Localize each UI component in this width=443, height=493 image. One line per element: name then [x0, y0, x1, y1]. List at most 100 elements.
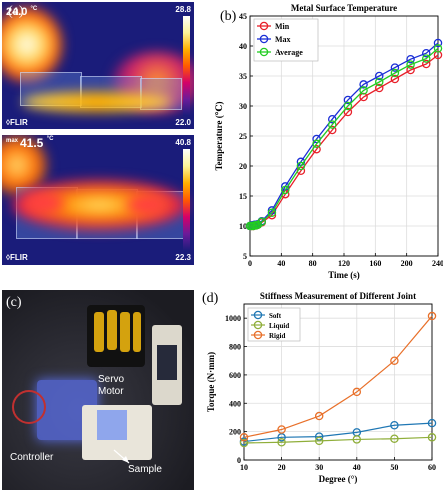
legend-entry-rigid: Rigid	[269, 332, 285, 340]
data-point-min	[343, 107, 353, 117]
thermal-top-scale-max: 28.8	[175, 5, 191, 14]
panel-label-b: (b)	[220, 9, 237, 24]
x-tick-label: 60	[428, 463, 436, 472]
data-point-average	[421, 54, 431, 63]
data-point-max	[327, 114, 337, 124]
y-tick-label: 400	[229, 399, 241, 408]
thermal-bottom-unit: °C	[46, 136, 54, 142]
thermal-top-scale-min: 22.0	[175, 118, 191, 127]
series-line-soft	[243, 422, 433, 443]
thermal-bottom-max-prefix: max	[6, 138, 19, 144]
data-point-average	[433, 44, 443, 53]
thermal-bottom-temp: 41.5	[20, 136, 44, 150]
legend-entry-max: Max	[275, 35, 291, 44]
series-line-rigid	[243, 315, 433, 438]
servo-motor-label: Servo Motor	[98, 374, 125, 397]
data-point-max	[421, 48, 431, 58]
flir-logo-top: ◊FLIR	[6, 118, 28, 127]
x-tick-label: 240	[432, 259, 443, 268]
x-tick-label: 50	[390, 463, 398, 472]
chart-title: Metal Surface Temperature	[291, 3, 397, 13]
x-tick-label: 80	[309, 259, 317, 268]
data-point-liquid	[314, 436, 324, 446]
y-tick-label: 800	[229, 343, 241, 352]
y-tick-label: 20	[239, 162, 247, 171]
y-tick-label: 5	[243, 252, 247, 261]
thermal-top-colorbar	[183, 16, 190, 116]
data-point-rigid	[352, 387, 362, 397]
data-point-rigid	[277, 425, 286, 434]
data-point-max	[374, 71, 384, 81]
panel-label-d: (d)	[202, 291, 219, 306]
photo-arrows	[113, 449, 130, 464]
thermal-image-top: 24.0 °C 28.8 22.0 ◊FLIR	[2, 2, 194, 129]
data-point-average	[267, 208, 277, 218]
y-tick-label: 35	[239, 72, 247, 81]
data-point-average	[281, 185, 290, 195]
data-point-average	[343, 101, 353, 111]
data-point-max	[359, 80, 368, 89]
y-tick-label: 10	[239, 222, 247, 231]
y-axis-label: Temperature (℃)	[214, 101, 224, 170]
panel-label-a: (a)	[8, 4, 24, 19]
series-line-liquid	[243, 436, 433, 444]
y-tick-label: 0	[237, 456, 241, 465]
x-tick-label: 40	[353, 463, 361, 472]
legend-swatch-marker	[259, 47, 269, 57]
data-point-average	[327, 120, 337, 129]
legend-swatch-marker	[253, 330, 263, 340]
legend-entry-min: Min	[275, 22, 290, 31]
data-point-rigid	[239, 433, 249, 442]
x-tick-label: 160	[369, 259, 381, 268]
data-point-min	[374, 83, 384, 93]
thermal-top-unit: °C	[30, 6, 38, 12]
legend-swatch-marker	[259, 21, 269, 31]
experiment-photo: Servo Motor Controller Sample	[2, 290, 194, 490]
data-point-max	[343, 95, 353, 105]
data-point-average	[312, 139, 321, 149]
x-tick-label: 10	[240, 463, 248, 472]
sample-label: Sample	[128, 464, 162, 475]
data-point-average	[406, 60, 415, 69]
thermal-bottom-scale-max: 40.8	[175, 138, 191, 147]
legend-entry-average: Average	[275, 48, 303, 57]
data-point-rigid	[390, 356, 399, 365]
data-point-max	[406, 54, 415, 64]
data-point-liquid	[277, 438, 286, 447]
chart-metal-surface-temperature: 0 40 80 120 160 200 240 5 10 15 20 25 30 35 40 45 Metal …	[214, 3, 443, 280]
data-point-min	[390, 74, 400, 84]
data-point-liquid	[352, 435, 362, 444]
x-tick-label: 30	[315, 463, 323, 472]
y-tick-label: 40	[239, 42, 247, 51]
thermal-top-temp: 24.0	[6, 6, 28, 18]
data-point-average	[374, 77, 384, 87]
thermal-bottom-scale-min: 22.3	[175, 253, 191, 262]
data-point-min	[421, 59, 431, 69]
y-tick-label: 45	[239, 12, 247, 21]
data-point-soft	[314, 432, 324, 441]
x-tick-label: 0	[248, 259, 252, 268]
data-point-liquid	[390, 434, 399, 443]
y-tick-label: 15	[239, 192, 247, 201]
x-tick-label: 120	[338, 259, 350, 268]
y-tick-label: 30	[239, 102, 247, 111]
x-tick-label: 20	[278, 463, 286, 472]
data-point-liquid	[239, 438, 249, 448]
x-tick-label: 200	[401, 259, 413, 268]
thermal-image-bottom: max 41.5 °C 40.8 22.3 ◊FLIR	[2, 135, 194, 265]
y-tick-label: 1000	[225, 314, 241, 323]
data-point-rigid	[314, 411, 324, 421]
y-tick-label: 200	[229, 428, 241, 437]
plot-frame	[243, 303, 433, 461]
data-point-average	[296, 161, 306, 171]
y-axis-label: Torque (N·mm)	[206, 352, 216, 412]
data-point-soft	[390, 421, 399, 430]
data-point-min	[406, 65, 415, 75]
data-point-rigid	[427, 311, 437, 321]
chart-title: Stiffness Measurement of Different Joint	[260, 291, 416, 301]
legend-swatch-marker	[259, 34, 269, 44]
data-point-max	[267, 206, 277, 215]
legend-swatch-marker	[253, 320, 263, 330]
y-tick-label: 25	[239, 132, 247, 141]
